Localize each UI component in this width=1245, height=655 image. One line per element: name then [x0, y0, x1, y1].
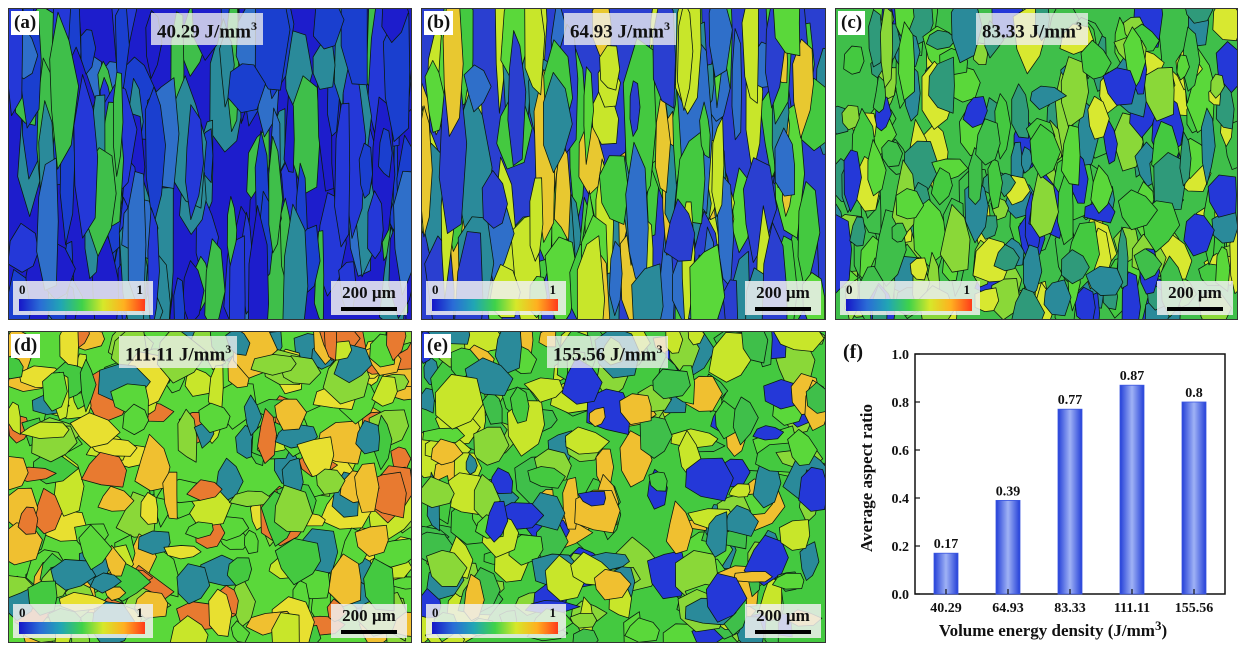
bar-value-label: 0.17	[934, 537, 959, 552]
y-tick-label: 1.0	[892, 348, 910, 363]
x-axis-label: Volume energy density (J/mm3)	[939, 618, 1167, 640]
y-tick-label: 0.6	[892, 444, 910, 459]
ebsd-map-c: (c) 83.33 J/mm3 0 1 200 µm	[835, 8, 1238, 320]
ebsd-map-e: (e) 155.56 J/mm3 0 1 200 µm	[421, 331, 826, 643]
y-tick-label: 0.2	[892, 540, 910, 555]
legend-max-a: 1	[136, 282, 144, 297]
scale-bar-e: 200 µm	[745, 604, 821, 638]
color-legend-c: 0 1	[840, 281, 980, 315]
bar-83.33	[1057, 408, 1083, 595]
legend-gradient-d	[19, 622, 145, 634]
panel-title-a: 40.29 J/mm3	[151, 13, 263, 46]
legend-max-b: 1	[549, 282, 557, 297]
panel-tag-c: (c)	[838, 11, 866, 35]
color-legend-d: 0 1	[13, 604, 153, 638]
bar-value-label: 0.39	[996, 484, 1021, 499]
x-tick-label: 40.29	[930, 601, 962, 616]
legend-max-c: 1	[963, 282, 971, 297]
legend-min-a: 0	[19, 282, 26, 297]
scale-bar-b: 200 µm	[745, 281, 821, 315]
aspect-ratio-bar-chart: (f) 0.00.20.40.60.81.0 0.170.390.770.870…	[843, 341, 1226, 640]
legend-min-c: 0	[846, 282, 853, 297]
bar-40.29	[933, 552, 959, 595]
panel-title-e: 155.56 J/mm3	[547, 336, 669, 369]
legend-gradient-e	[432, 622, 558, 634]
ebsd-map-d: (d) 111.11 J/mm3 0 1 200 µm	[8, 331, 412, 643]
grain-map-a	[9, 9, 411, 319]
legend-gradient-b	[432, 299, 558, 311]
legend-gradient-c	[846, 299, 972, 311]
grain-map-b	[422, 9, 825, 319]
scale-bar-d: 200 µm	[331, 604, 407, 638]
bar-value-label: 0.77	[1058, 393, 1083, 408]
color-legend-e: 0 1	[426, 604, 566, 638]
bar-155.56	[1181, 401, 1207, 595]
y-tick-label: 0.0	[892, 588, 910, 603]
x-tick-label: 111.11	[1114, 601, 1150, 616]
grain-map-c	[836, 9, 1237, 319]
x-tick-label: 155.56	[1175, 601, 1214, 616]
legend-min-d: 0	[19, 605, 26, 620]
legend-min-b: 0	[432, 282, 439, 297]
y-axis-label: Average aspect ratio	[857, 404, 876, 552]
color-legend-a: 0 1	[13, 281, 153, 315]
legend-min-e: 0	[432, 605, 439, 620]
bars: 0.17 0.39 0.77 0.87 0.8	[933, 369, 1207, 595]
grain-map-d	[9, 332, 411, 642]
panel-tag-f: (f)	[843, 341, 863, 363]
ebsd-map-a: (a) 40.29 J/mm3 0 1 200 µm	[8, 8, 412, 320]
color-legend-b: 0 1	[426, 281, 566, 315]
x-tick-label: 83.33	[1054, 601, 1086, 616]
bar-64.93	[995, 499, 1021, 595]
legend-gradient-a	[19, 299, 145, 311]
y-tick-label: 0.8	[892, 396, 910, 411]
scale-bar-c: 200 µm	[1157, 281, 1233, 315]
panel-tag-d: (d)	[11, 334, 41, 358]
bar-value-label: 0.87	[1120, 369, 1145, 384]
y-tick-label: 0.4	[892, 492, 910, 507]
panel-title-c: 83.33 J/mm3	[976, 13, 1088, 46]
grain-map-e	[422, 332, 825, 642]
x-ticks: 40.29 64.93 83.33 111.11 155.56	[930, 589, 1213, 616]
panel-tag-b: (b)	[424, 11, 454, 35]
panel-tag-e: (e)	[424, 334, 452, 358]
legend-max-d: 1	[136, 605, 144, 620]
panel-tag-a: (a)	[11, 11, 40, 35]
panel-title-b: 64.93 J/mm3	[564, 13, 676, 46]
ebsd-map-b: (b) 64.93 J/mm3 0 1 200 µm	[421, 8, 826, 320]
panel-title-d: 111.11 J/mm3	[119, 336, 238, 369]
bar-111.11	[1119, 384, 1145, 595]
scale-bar-a: 200 µm	[331, 281, 407, 315]
y-ticks: 0.0 0.2 0.4 0.6 0.8 1.0	[892, 348, 920, 603]
legend-max-e: 1	[549, 605, 557, 620]
bar-value-label: 0.8	[1185, 386, 1203, 401]
x-tick-label: 64.93	[992, 601, 1024, 616]
